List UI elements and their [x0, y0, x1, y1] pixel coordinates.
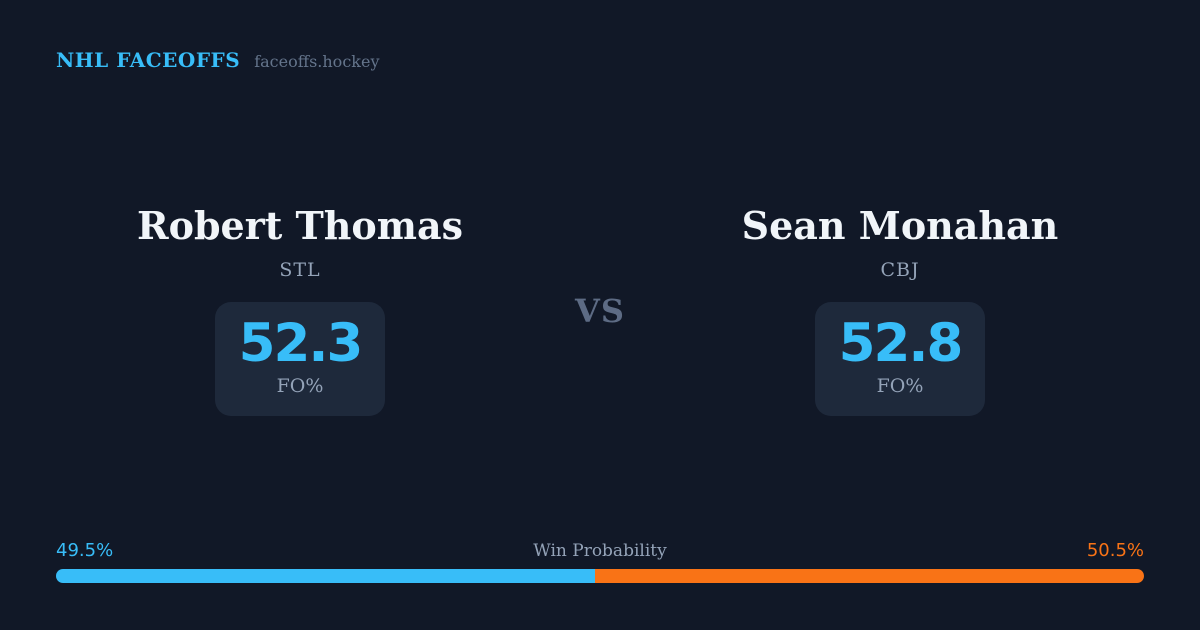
win-probability-labels: 49.5% Win Probability 50.5%	[56, 540, 1144, 562]
vs-label: VS	[575, 292, 625, 330]
stat-label: FO%	[276, 374, 324, 397]
player-panel-right: Sean Monahan CBJ 52.8 FO%	[700, 206, 1100, 416]
stat-card: 52.3 FO%	[215, 301, 385, 416]
player-name: Robert Thomas	[137, 203, 463, 248]
win-probability-left-pct: 49.5%	[56, 540, 114, 561]
win-probability-title: Win Probability	[533, 541, 667, 561]
brand-title: NHL FACEOFFS	[56, 48, 241, 72]
win-probability-bar-right-segment	[594, 569, 1144, 583]
win-probability-bar-left-segment	[56, 569, 595, 583]
stat-card: 52.8 FO%	[815, 301, 985, 416]
player-name: Sean Monahan	[741, 203, 1059, 248]
player-team: CBJ	[880, 258, 920, 281]
player-team: STL	[279, 258, 321, 281]
site-url: faceoffs.hockey	[254, 52, 380, 71]
stat-label: FO%	[876, 374, 924, 397]
header: NHL FACEOFFS faceoffs.hockey	[56, 48, 379, 72]
win-probability-bar	[56, 569, 1144, 583]
player-panel-left: Robert Thomas STL 52.3 FO%	[100, 206, 500, 416]
win-probability-right-pct: 50.5%	[1086, 540, 1144, 561]
stat-value: 52.3	[238, 312, 364, 374]
stat-value: 52.8	[838, 312, 964, 374]
